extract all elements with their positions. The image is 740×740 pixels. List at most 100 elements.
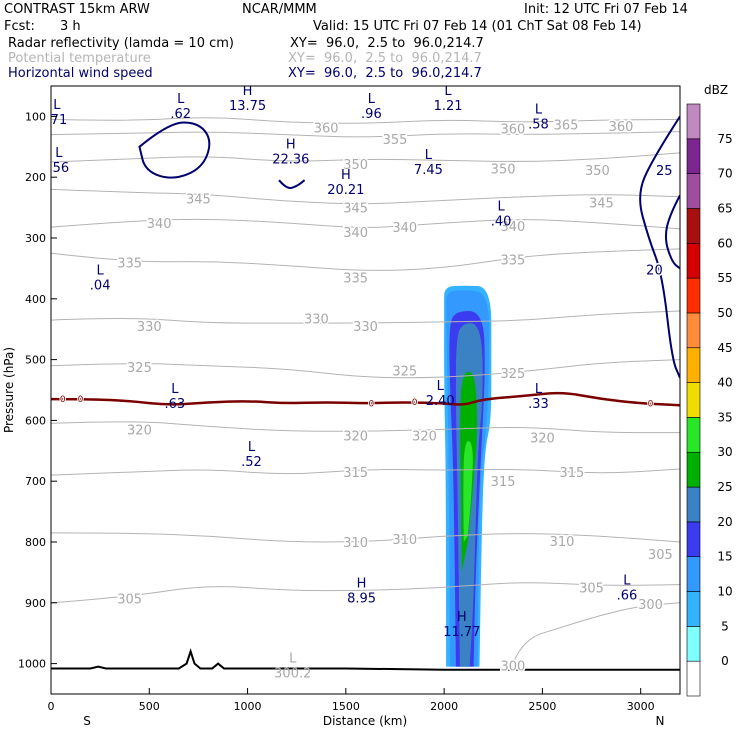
colorbar-swatch (686, 660, 701, 697)
theta-label: 330 (304, 312, 329, 327)
wind-contour-0 (138, 121, 211, 179)
wind-contour-3 (278, 179, 306, 190)
y-tick-label: 400 (25, 293, 46, 306)
theta-contour-345 (51, 188, 680, 205)
freezing-level-layer: 0 0 0 0 0 (51, 391, 680, 410)
colorbar-level-label: 50 (717, 306, 732, 320)
colorbar-level-label: 30 (717, 445, 732, 459)
colorbar-swatch (686, 626, 701, 662)
extremum-marker: L (498, 200, 506, 215)
x-tick-label: 1500 (332, 700, 360, 713)
extremum-marker: L (368, 92, 376, 107)
theta-label: 305 (648, 548, 673, 563)
extremum-value: .66 (617, 589, 638, 604)
y-tick-label: 1000 (18, 658, 46, 671)
extremum-marker: L (97, 264, 105, 279)
theta-label: 345 (186, 192, 211, 207)
terrain-line (51, 648, 680, 671)
axes-layer: 0 500 1000 1500 2000 2500 30001002003004005006… (18, 110, 655, 713)
colorbar-swatch (686, 417, 701, 453)
theta-label: 355 (383, 133, 408, 148)
extremum-marker: H (457, 610, 467, 625)
theta-label: 345 (343, 202, 368, 217)
theta-contour-355 (51, 131, 680, 138)
colorbar-level-label: 0 (721, 654, 729, 668)
colorbar-level-label: 75 (717, 132, 732, 146)
theta-label: 310 (343, 536, 368, 551)
x-tick-label: 2500 (528, 700, 556, 713)
colorbar-level-label: 45 (717, 341, 732, 355)
extremum-marker: L (437, 379, 445, 394)
colorbar-level-label: 15 (717, 550, 732, 564)
colorbar-swatch (686, 591, 701, 627)
wind-contour-2 (664, 194, 680, 270)
x-tick-label: 1000 (234, 700, 262, 713)
theta-contour-305 (51, 582, 680, 604)
theta-label: 335 (501, 253, 526, 268)
theta-contour-350 (51, 152, 680, 163)
extremum-value: 7.45 (414, 163, 443, 178)
colorbar-swatch (686, 347, 701, 383)
x-tick-label: 0 (48, 700, 55, 713)
colorbar-level-label: 65 (717, 201, 732, 215)
theta-contour-330 (51, 310, 680, 324)
extremum-marker: L (55, 146, 63, 161)
extremum-marker: L (177, 92, 185, 107)
freezing-level-line (51, 391, 680, 407)
freezing-level-label: 0 (648, 399, 654, 409)
theta-label: 305 (117, 593, 142, 608)
extremum-value: .58 (528, 117, 549, 132)
colorbar-level-label: 25 (717, 480, 732, 494)
extremum-value: 11.77 (443, 625, 480, 640)
x-tick-label: 3000 (627, 700, 655, 713)
extremum-marker: L (53, 98, 61, 113)
theta-label: 350 (491, 163, 516, 178)
theta-contour-340 (51, 218, 680, 230)
colorbar-swatch (686, 382, 701, 418)
wind-contour-1 (639, 115, 680, 379)
theta-label: 330 (137, 320, 162, 335)
colorbar-swatch (686, 208, 701, 244)
extremum-value: .33 (528, 397, 549, 412)
extremum-value: .96 (361, 107, 382, 122)
theta-label: 320 (412, 430, 437, 445)
extremum-marker: H (341, 168, 351, 183)
freezing-level-label: 0 (412, 398, 418, 408)
y-tick-label: 500 (25, 354, 46, 367)
fcst-value: 3 h (60, 19, 81, 34)
colorbar-swatch (686, 312, 701, 349)
x-end-right-label: N (656, 714, 665, 728)
terrain-layer (51, 648, 680, 671)
field-theta-name: Potential temperature (8, 51, 151, 66)
theta-label: 325 (127, 361, 152, 376)
theta-label: 340 (343, 226, 368, 241)
freezing-level-label: 0 (60, 395, 66, 405)
extremum-value: 22.36 (272, 153, 309, 168)
theta-contour-315 (51, 468, 680, 476)
theta-contour-320 (51, 421, 680, 434)
freezing-level-label: 0 (78, 395, 84, 405)
colorbar-swatch (686, 173, 701, 209)
colorbar-level-label: 10 (717, 585, 732, 599)
extremum-marker: L (444, 84, 452, 99)
theta-contour-335 (51, 248, 680, 271)
plot-frame (50, 85, 681, 695)
y-tick-label: 700 (25, 475, 46, 488)
extremum-value: .04 (90, 279, 111, 294)
x-axis-label: Distance (km) (323, 714, 407, 728)
theta-contour-layer (51, 117, 680, 664)
theta-contour-310 (51, 532, 680, 543)
colorbar-level-label: 60 (717, 236, 732, 250)
colorbar-level-label: 55 (717, 271, 732, 285)
y-tick-label: 600 (25, 414, 46, 427)
x-tick-label: 2000 (430, 700, 458, 713)
extremum-value: 13.75 (229, 99, 266, 114)
colorbar-swatch (686, 242, 701, 279)
colorbar-swatch (686, 103, 701, 140)
theta-label: 360 (501, 123, 526, 138)
contour-labels-layer: 360 355 360 365 360 350 350 350 345 345 345 340 340 3… (51, 84, 674, 681)
theta-label: 320 (343, 430, 368, 445)
extremum-marker: L (171, 382, 179, 397)
init-time: Init: 12 UTC Fri 07 Feb 14 (524, 2, 688, 17)
